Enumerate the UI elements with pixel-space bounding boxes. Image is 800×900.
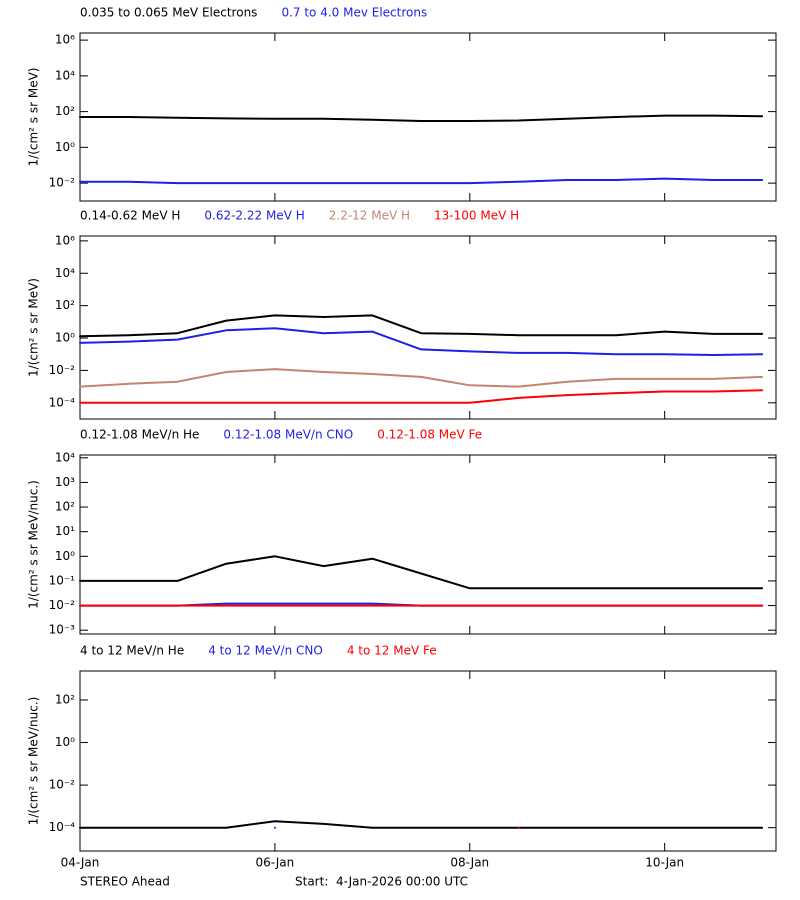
legend-entry: 0.14-0.62 MeV H <box>80 209 180 223</box>
legend-entry: 0.035 to 0.065 MeV Electrons <box>80 6 257 20</box>
y-axis-label: 1/(cm² s sr MeV) <box>27 68 41 167</box>
y-tick-label: 10⁶ <box>55 233 75 247</box>
y-tick-label: 10³ <box>55 475 75 489</box>
footer-right: Start: 4-Jan-2026 00:00 UTC <box>295 875 468 889</box>
legend-entry: 0.12-1.08 MeV/n He <box>80 428 199 442</box>
y-tick-label: 10¹ <box>55 524 75 538</box>
data-line <box>79 820 764 829</box>
y-tick-label: 10⁻⁴ <box>49 395 76 409</box>
x-tick-label: 06-Jan <box>256 856 295 870</box>
y-tick-label: 10² <box>55 104 75 118</box>
y-axis-label: 1/(cm² s sr MeV) <box>27 278 41 377</box>
y-tick-label: 10⁶ <box>55 33 75 47</box>
y-tick-label: 10⁻² <box>49 778 76 792</box>
legend-entry: 13-100 MeV H <box>434 209 519 223</box>
y-tick-label: 10⁰ <box>55 549 75 563</box>
x-tick-label: 04-Jan <box>61 856 100 870</box>
plot-frame <box>79 235 777 420</box>
y-tick-label: 10² <box>55 692 75 706</box>
y-tick-label: 10⁻² <box>49 176 76 190</box>
legend-entry: 4 to 12 MeV/n CNO <box>208 644 323 658</box>
y-tick-label: 10⁻³ <box>49 623 76 637</box>
y-tick-label: 10⁻² <box>49 598 76 612</box>
legend-entry: 0.12-1.08 MeV Fe <box>377 428 482 442</box>
legend-entry: 2.2-12 MeV H <box>329 209 410 223</box>
y-tick-label: 10⁴ <box>55 68 75 82</box>
data-line <box>79 114 764 122</box>
data-line <box>79 389 764 404</box>
x-tick-label: 08-Jan <box>450 856 489 870</box>
y-tick-label: 10⁻¹ <box>49 573 76 587</box>
footer-left: STEREO Ahead <box>80 875 170 889</box>
data-line <box>79 327 764 356</box>
y-axis-label: 1/(cm² s sr MeV/nuc.) <box>27 480 41 609</box>
data-line <box>79 177 764 185</box>
y-tick-label: 10⁰ <box>55 140 75 154</box>
legend-entry: 0.7 to 4.0 Mev Electrons <box>281 6 427 20</box>
legend-entry: 4 to 12 MeV Fe <box>347 644 437 658</box>
data-line <box>79 555 764 590</box>
data-line <box>79 314 764 338</box>
y-tick-label: 10⁰ <box>55 735 75 749</box>
y-tick-label: 10⁴ <box>55 450 75 464</box>
y-tick-label: 10² <box>55 500 75 514</box>
legend-entry: 0.12-1.08 MeV/n CNO <box>223 428 353 442</box>
data-line <box>79 368 764 388</box>
y-tick-label: 10⁴ <box>55 266 75 280</box>
legend-entry: 0.62-2.22 MeV H <box>204 209 304 223</box>
y-tick-label: 10² <box>55 298 75 312</box>
y-axis-label: 1/(cm² s sr MeV/nuc.) <box>27 697 41 826</box>
x-tick-label: 10-Jan <box>645 856 684 870</box>
y-tick-label: 10⁰ <box>55 331 75 345</box>
y-tick-label: 10⁻² <box>49 363 76 377</box>
legend-entry: 4 to 12 MeV/n He <box>80 644 184 658</box>
plot-frame <box>79 454 777 635</box>
plot-frame <box>79 670 777 852</box>
y-tick-label: 10⁻⁴ <box>49 820 76 834</box>
